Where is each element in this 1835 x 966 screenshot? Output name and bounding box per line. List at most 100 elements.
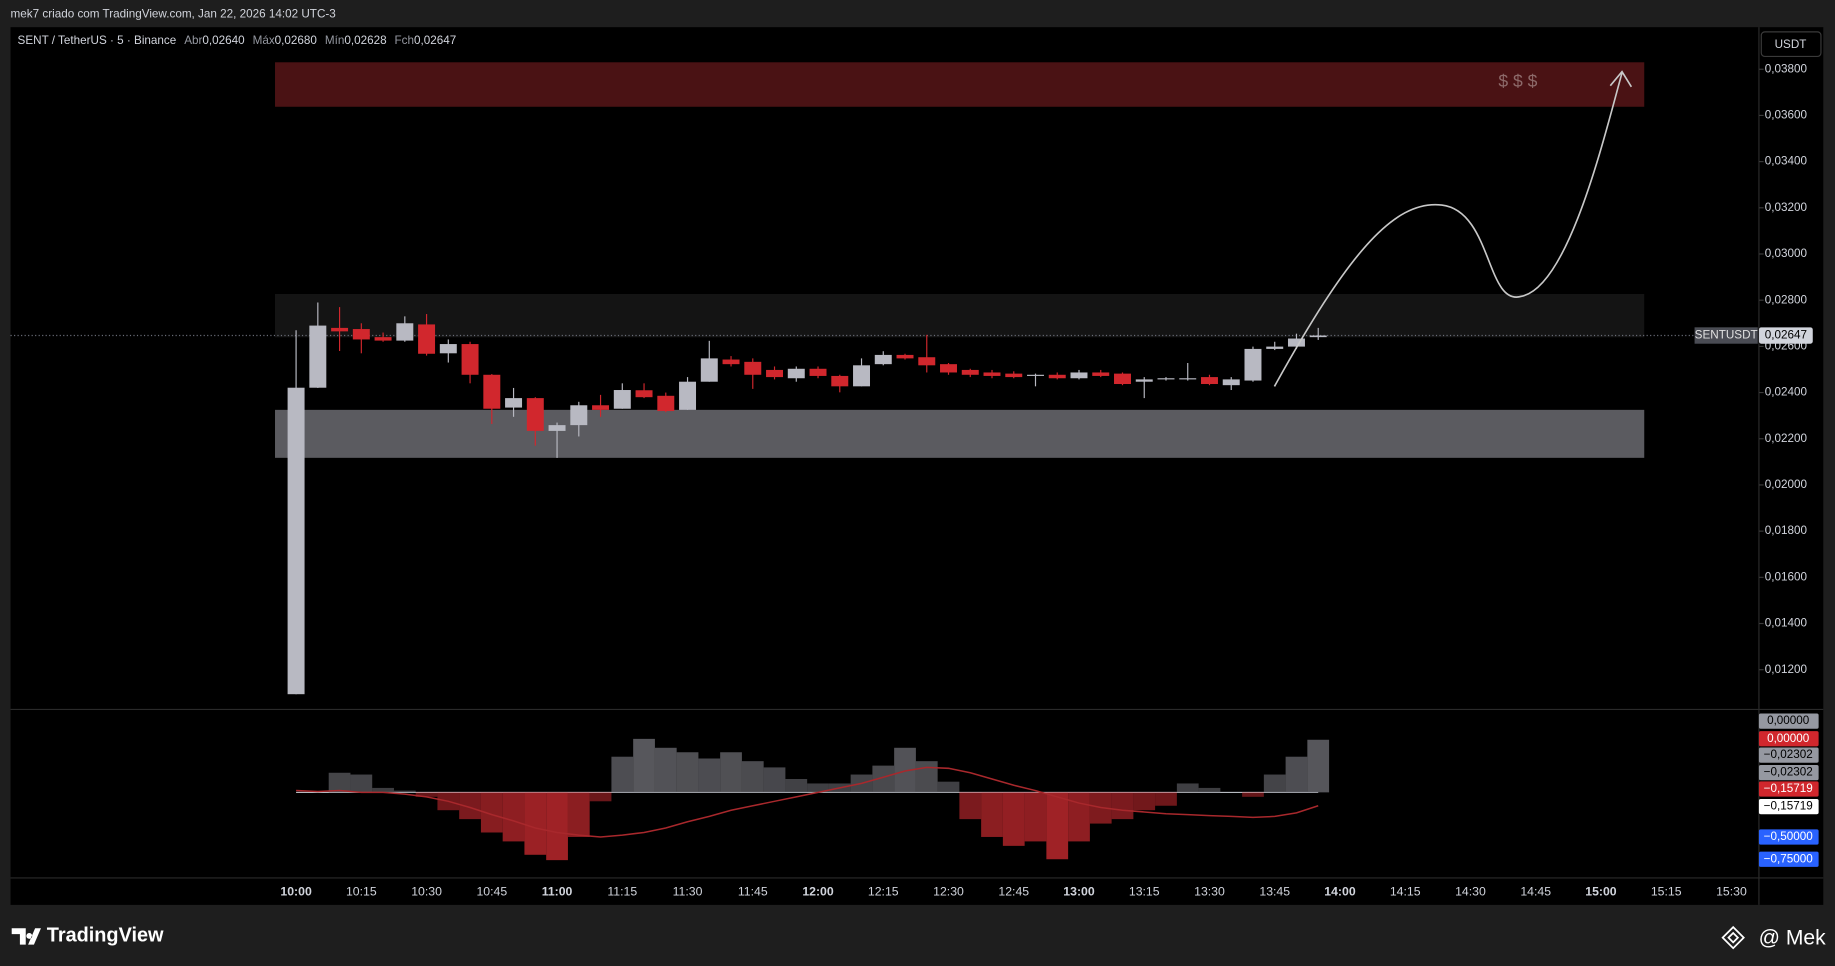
- x-tick-label: 11:45: [738, 884, 768, 898]
- histogram-bar: [937, 781, 960, 793]
- x-tick-label: 12:15: [868, 884, 899, 898]
- histogram-bar: [1307, 739, 1330, 793]
- histogram-bar: [676, 752, 699, 793]
- candle-body: [1048, 374, 1066, 379]
- histogram-bar: [480, 792, 503, 833]
- candle-body: [505, 398, 523, 408]
- candle-body: [1201, 377, 1218, 385]
- histogram-bar: [372, 787, 394, 793]
- brand: TradingView: [47, 925, 164, 947]
- candle-body: [1266, 346, 1284, 349]
- histogram-bar: [698, 758, 721, 793]
- histogram-bar: [1046, 792, 1069, 860]
- chart-area: [10, 27, 1824, 905]
- candle-body: [1309, 335, 1327, 338]
- candle-body: [439, 344, 457, 354]
- indicator-label-bg: [1758, 765, 1819, 781]
- candle-body: [809, 368, 827, 376]
- candle-body: [961, 369, 979, 375]
- candle-body: [744, 361, 762, 375]
- candle-body: [896, 354, 914, 359]
- y-tick-label: 0,02200: [1765, 432, 1808, 445]
- histogram-bar: [589, 792, 612, 802]
- y-tick-label: 0,01800: [1765, 524, 1808, 537]
- candle-body: [874, 354, 892, 365]
- candle-body: [657, 395, 675, 412]
- x-tick-label: 12:45: [998, 884, 1029, 898]
- candle-body: [983, 372, 1001, 376]
- y-tick-label: 0,03000: [1765, 247, 1808, 260]
- indicator-label-bg: [1758, 731, 1819, 747]
- x-tick-label: 12:00: [802, 884, 834, 898]
- candle-body: [1027, 374, 1044, 376]
- header: mek7 criado com TradingView.com, Jan 22,…: [11, 7, 336, 20]
- x-tick-label: 14:45: [1520, 884, 1551, 898]
- candle-body: [940, 364, 957, 373]
- candle-body: [1005, 373, 1023, 378]
- currency[interactable]: USDT: [1775, 38, 1807, 51]
- candle-body: [1114, 373, 1131, 385]
- x-tick-label: 10:45: [476, 884, 507, 898]
- resistance-zone: [275, 293, 1645, 338]
- histogram-bar: [763, 767, 786, 793]
- x-tick-label: 13:45: [1259, 884, 1290, 898]
- histogram-bar: [459, 792, 481, 820]
- candle-body: [635, 390, 653, 398]
- y-tick-label: 0,03400: [1765, 155, 1808, 168]
- field-name: Fch: [395, 34, 414, 47]
- zone-label: $ $ $: [1498, 71, 1537, 91]
- candle-body: [570, 405, 588, 426]
- histogram-bar: [611, 756, 634, 793]
- histogram-bar: [393, 790, 416, 793]
- candle-body: [1092, 372, 1110, 376]
- x-tick-label: 10:30: [411, 884, 442, 898]
- y-tick-label: 0,03800: [1765, 62, 1808, 75]
- candle-body: [592, 405, 610, 410]
- field-name: Abr: [184, 34, 202, 47]
- indicator-label-bg: [1758, 781, 1819, 797]
- target-zone: [275, 62, 1645, 107]
- histogram-bar: [720, 752, 742, 793]
- candle-body: [418, 324, 436, 354]
- field-value: 0,02680: [275, 34, 318, 47]
- support-zone: [275, 409, 1645, 458]
- histogram-bar: [915, 761, 938, 793]
- candle-body: [1179, 378, 1197, 380]
- x-tick-label: 13:30: [1194, 884, 1225, 898]
- brand-logo: [11, 928, 41, 945]
- histogram-bar: [1002, 792, 1025, 846]
- author-icon: [1721, 925, 1745, 950]
- y-tick-label: 0,03600: [1765, 109, 1808, 122]
- candle-body: [309, 325, 327, 388]
- histogram-bar: [1068, 792, 1090, 842]
- y-tick-label: 0,02000: [1765, 478, 1808, 491]
- x-tick-label: 14:30: [1455, 884, 1486, 898]
- candle-body: [374, 337, 392, 341]
- histogram-bar: [350, 774, 373, 793]
- indicator-label: −0,02302: [1764, 748, 1813, 761]
- indicator-label-bg: [1758, 747, 1819, 763]
- candle-body: [483, 374, 501, 409]
- y-tick-label: 0,02800: [1765, 293, 1808, 306]
- y-tick-label: 0,01400: [1765, 617, 1808, 630]
- candle-body: [287, 387, 305, 695]
- histogram-bar: [415, 792, 438, 797]
- candle-body: [1244, 348, 1262, 381]
- candle-body: [331, 327, 349, 332]
- indicator-label-bg: [1758, 851, 1819, 867]
- histogram-bar: [633, 738, 655, 793]
- indicator-label-bg: [1758, 713, 1819, 729]
- candle-body: [1070, 372, 1088, 379]
- histogram-bar: [1176, 783, 1199, 793]
- indicator-label-bg: [1758, 829, 1819, 845]
- x-tick-label: 13:15: [1129, 884, 1160, 898]
- x-tick-label: 10:15: [346, 884, 377, 898]
- histogram-bar: [1133, 792, 1156, 811]
- field-value: 0,02647: [414, 34, 456, 47]
- currency-button[interactable]: [1760, 31, 1822, 58]
- indicator-label-bg: [1758, 798, 1819, 815]
- candle-body: [1135, 379, 1153, 382]
- candle-body: [853, 365, 871, 387]
